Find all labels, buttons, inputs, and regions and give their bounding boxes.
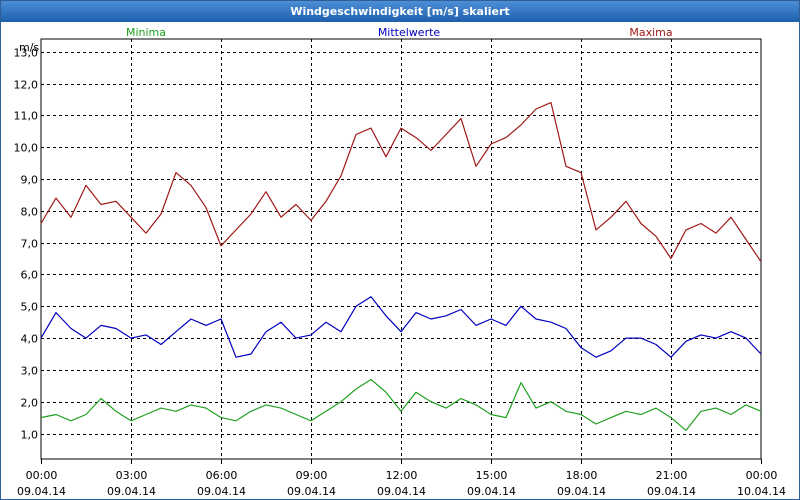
x-tick-time: 18:00 bbox=[566, 469, 598, 482]
x-tick-date: 10.04.14 bbox=[737, 485, 786, 498]
y-tick-label: 11,0 bbox=[14, 110, 39, 123]
x-tick-date: 09.04.14 bbox=[557, 485, 606, 498]
x-tick-date: 09.04.14 bbox=[17, 485, 66, 498]
x-tick-date: 09.04.14 bbox=[647, 485, 696, 498]
series-line-mittelwerte bbox=[40, 296, 762, 358]
series-line-maxima bbox=[40, 101, 762, 263]
y-axis-label: m/s bbox=[19, 41, 39, 54]
y-tick-label: 4,0 bbox=[21, 333, 39, 346]
y-tick-label: 10,0 bbox=[14, 142, 39, 155]
y-tick-label: 8,0 bbox=[21, 206, 39, 219]
y-tick-label: 13,0 bbox=[14, 47, 39, 60]
x-tick-date: 09.04.14 bbox=[107, 485, 156, 498]
x-tick-time: 21:00 bbox=[656, 469, 688, 482]
y-tick-label: 9,0 bbox=[21, 174, 39, 187]
legend-maxima: Maxima bbox=[629, 26, 672, 39]
x-tick-date: 09.04.14 bbox=[377, 485, 426, 498]
y-tick-label: 2,0 bbox=[21, 397, 39, 410]
y-tick-label: 7,0 bbox=[21, 238, 39, 251]
x-tick-date: 09.04.14 bbox=[467, 485, 516, 498]
y-tick-label: 6,0 bbox=[21, 269, 39, 282]
x-tick-time: 00:00 bbox=[26, 469, 58, 482]
y-tick-label: 5,0 bbox=[21, 301, 39, 314]
x-tick-date: 09.04.14 bbox=[287, 485, 336, 498]
x-tick-date: 09.04.14 bbox=[197, 485, 246, 498]
x-tick-time: 00:00 bbox=[746, 469, 778, 482]
x-tick-time: 06:00 bbox=[206, 469, 238, 482]
series-line-minima bbox=[40, 378, 762, 431]
x-tick-time: 15:00 bbox=[476, 469, 508, 482]
legend-minima: Minima bbox=[126, 26, 166, 39]
y-tick-label: 1,0 bbox=[21, 429, 39, 442]
window-title: Windgeschwindigkeit [m/s] skaliert bbox=[1, 1, 799, 22]
legend-mittelwerte: Mittelwerte bbox=[378, 26, 441, 39]
x-tick-time: 12:00 bbox=[386, 469, 418, 482]
x-tick-time: 09:00 bbox=[296, 469, 328, 482]
y-tick-label: 3,0 bbox=[21, 365, 39, 378]
x-tick-time: 03:00 bbox=[116, 469, 148, 482]
y-tick-label: 12,0 bbox=[14, 79, 39, 92]
